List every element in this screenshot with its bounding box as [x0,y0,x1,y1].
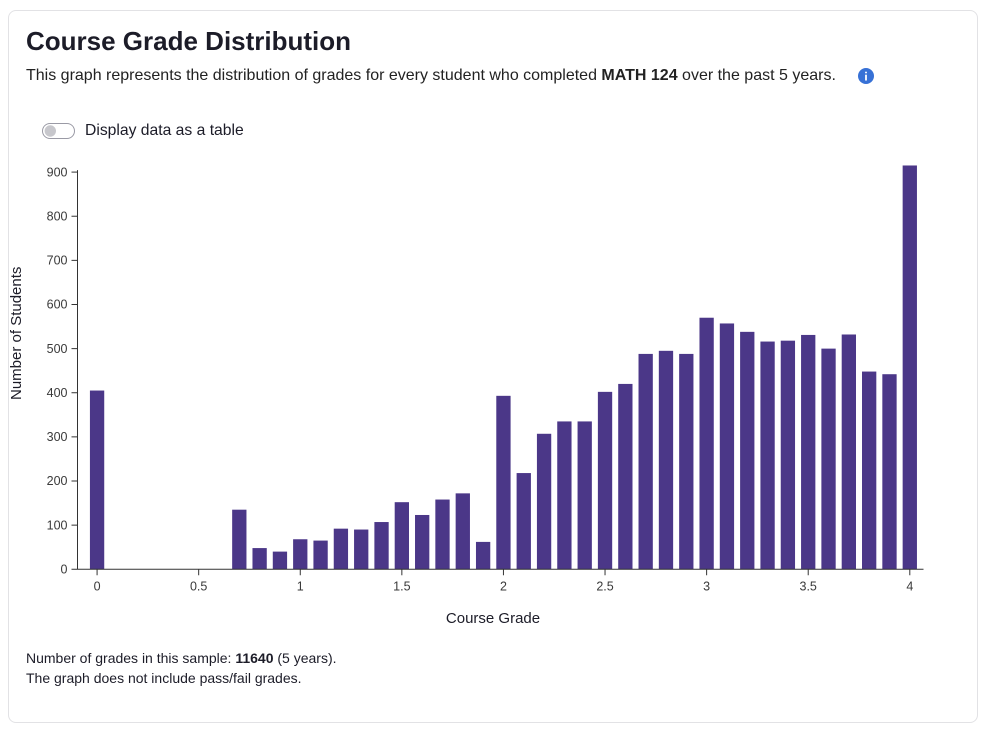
svg-text:0.5: 0.5 [190,579,207,593]
svg-text:2: 2 [500,579,507,593]
svg-text:0: 0 [61,562,68,576]
svg-text:200: 200 [47,474,68,488]
svg-text:600: 600 [47,298,68,312]
svg-text:1.5: 1.5 [393,579,410,593]
svg-text:900: 900 [47,165,68,179]
svg-text:800: 800 [47,209,68,223]
svg-text:100: 100 [47,518,68,532]
svg-text:4: 4 [906,579,913,593]
svg-text:700: 700 [47,254,68,268]
svg-text:1: 1 [297,579,304,593]
svg-text:400: 400 [47,386,68,400]
svg-text:3.5: 3.5 [800,579,817,593]
svg-text:2.5: 2.5 [596,579,613,593]
svg-text:300: 300 [47,430,68,444]
svg-text:0: 0 [94,579,101,593]
svg-text:500: 500 [47,342,68,356]
svg-text:3: 3 [703,579,710,593]
